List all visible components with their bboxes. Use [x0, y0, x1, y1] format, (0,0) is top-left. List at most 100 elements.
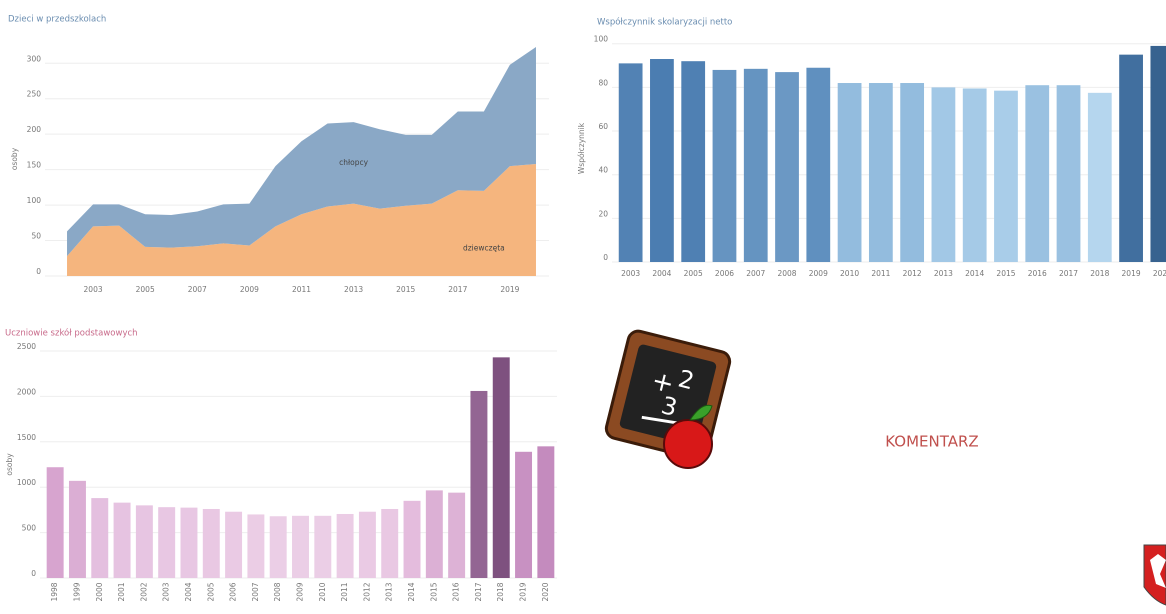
bar: [868, 83, 893, 263]
series-label: chłopcy: [339, 158, 368, 167]
bar: [618, 63, 643, 262]
y-axis-label: osoby: [10, 147, 19, 170]
x-tick-label: 2017: [448, 285, 467, 294]
x-tick-label: 2009: [809, 269, 828, 278]
area: [67, 163, 536, 276]
bar: [113, 502, 131, 578]
y-tick-label: 100: [27, 196, 42, 205]
bar: [135, 505, 153, 578]
bar: [381, 508, 399, 578]
apple-icon: [663, 404, 713, 469]
x-tick-label: 2002: [139, 582, 148, 601]
x-tick-label: 2013: [344, 285, 363, 294]
x-tick-label: 2005: [206, 582, 215, 601]
bar: [358, 511, 376, 578]
y-tick-label: 0: [36, 267, 41, 276]
bar: [492, 357, 510, 578]
bar: [806, 67, 831, 262]
y-tick-label: 0: [603, 253, 608, 262]
y-tick-label: 150: [27, 161, 42, 170]
x-tick-label: 2004: [652, 269, 671, 278]
x-tick-label: 2014: [407, 582, 416, 601]
x-tick-label: 2007: [746, 269, 765, 278]
bar: [537, 446, 555, 578]
chart: Dzieci w przedszkolach osoby 0 50 100 150 200 2…: [8, 15, 549, 294]
x-tick-label: 2003: [84, 285, 103, 294]
x-tick-label: 2011: [871, 269, 890, 278]
chart-title: Dzieci w przedszkolach: [8, 15, 106, 25]
x-tick-label: 2011: [340, 582, 349, 601]
x-tick-label: 2015: [396, 285, 415, 294]
bar: [470, 390, 488, 578]
bar: [775, 72, 799, 262]
chart-title: Uczniowie szkół podstawowych: [5, 328, 138, 339]
y-tick-label: 50: [31, 232, 41, 241]
x-tick-label: 2011: [292, 285, 311, 294]
x-tick-label: 2013: [934, 269, 953, 278]
y-tick-label: 300: [27, 54, 42, 63]
svg-text:3: 3: [658, 391, 680, 422]
y-tick-label: 1500: [17, 433, 36, 442]
bar: [225, 511, 243, 578]
bar: [425, 490, 443, 578]
series-label: dziewczęta: [463, 243, 505, 252]
bar: [515, 451, 533, 578]
x-tick-label: 2017: [1059, 269, 1078, 278]
x-tick-label: 2016: [1028, 269, 1047, 278]
bar: [1087, 92, 1112, 263]
bar: [1119, 54, 1143, 263]
x-tick-label: 2008: [777, 269, 796, 278]
x-tick-label: 2005: [136, 285, 155, 294]
chart: Uczniowie szkół podstawowych osoby 0 500 100…: [5, 328, 557, 602]
x-tick-label: 2006: [229, 582, 238, 601]
bar: [91, 498, 109, 578]
x-tick-label: 2019: [500, 285, 519, 294]
bar: [202, 508, 220, 578]
y-tick-label: 1000: [17, 478, 36, 487]
svg-text:2: 2: [675, 365, 697, 396]
x-tick-label: 2019: [1122, 269, 1141, 278]
bar: [336, 513, 354, 578]
bar: [314, 515, 332, 578]
x-tick-label: 2015: [996, 269, 1015, 278]
x-tick-label: 2001: [117, 582, 126, 601]
x-tick-label: 2000: [95, 582, 104, 601]
bar: [743, 68, 768, 263]
x-tick-label: 2013: [385, 582, 394, 601]
bar: [931, 87, 956, 262]
x-tick-label: 2008: [273, 582, 282, 601]
y-tick-label: 100: [594, 35, 609, 44]
bar: [900, 83, 925, 263]
bar: [180, 507, 198, 578]
y-tick-label: 40: [598, 166, 608, 175]
x-tick-label: 2005: [684, 269, 703, 278]
x-tick-label: 2014: [965, 269, 984, 278]
x-tick-label: 2020: [1153, 269, 1166, 278]
chart: Współczynnik skolaryzacji netto Współczyn…: [577, 17, 1166, 278]
bar: [837, 83, 862, 263]
x-tick-label: 2018: [1090, 269, 1109, 278]
bar: [650, 59, 674, 263]
x-tick-label: 2015: [429, 582, 438, 601]
bar: [962, 88, 987, 263]
x-tick-label: 2007: [251, 582, 260, 601]
bar: [1150, 45, 1166, 263]
x-tick-label: 2010: [318, 582, 327, 601]
x-tick-label: 2006: [715, 269, 734, 278]
y-tick-label: 60: [598, 122, 608, 131]
y-tick-label: 2000: [17, 387, 36, 396]
x-tick-label: 2017: [474, 582, 483, 601]
y-tick-label: 250: [27, 90, 42, 99]
bar: [1056, 85, 1081, 262]
bar: [403, 500, 421, 578]
x-tick-label: 2003: [162, 582, 171, 601]
y-tick-label: 500: [22, 524, 37, 533]
bar: [247, 514, 265, 578]
y-tick-label: 0: [31, 569, 36, 578]
bar: [269, 516, 287, 578]
bar: [158, 507, 176, 578]
y-axis-label: Współczynnik: [577, 122, 586, 174]
x-tick-label: 2012: [362, 582, 371, 601]
x-tick-label: 1999: [72, 582, 81, 601]
